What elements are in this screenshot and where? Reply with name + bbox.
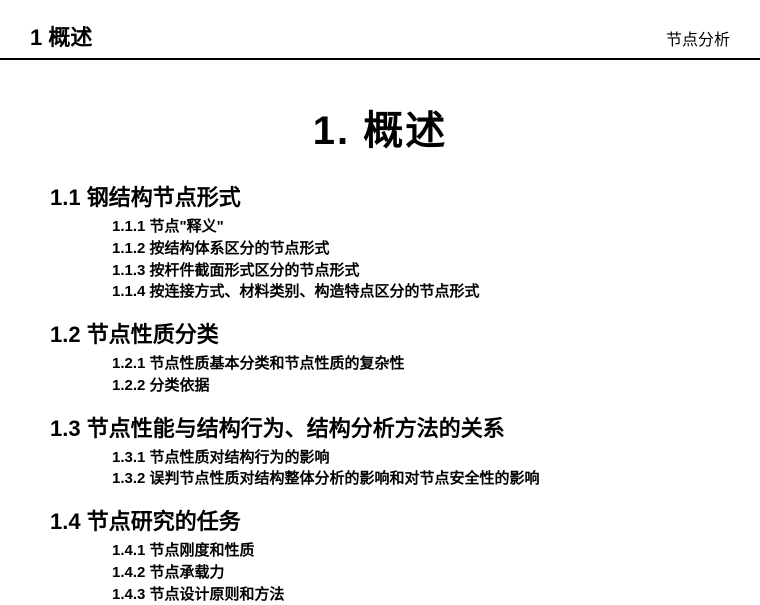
header-chapter: 1 概述 [30, 20, 92, 52]
section-1-2: 1.2 节点性质分类 1.2.1 节点性质基本分类和节点性质的复杂性 1.2.2… [50, 317, 710, 397]
subsection-item: 1.3.2 误判节点性质对结构整体分析的影响和对节点安全性的影响 [112, 468, 710, 490]
page-title: 1. 概述 [0, 98, 760, 156]
subsection-item: 1.2.2 分类依据 [112, 375, 710, 397]
subsection-item: 1.1.4 按连接方式、材料类别、构造特点区分的节点形式 [112, 281, 710, 303]
subsection-item: 1.1.3 按杆件截面形式区分的节点形式 [112, 260, 710, 282]
section-heading: 1.4 节点研究的任务 [50, 504, 710, 536]
subsection-item: 1.3.1 节点性质对结构行为的影响 [112, 447, 710, 469]
section-heading: 1.2 节点性质分类 [50, 317, 710, 349]
header-subject: 节点分析 [666, 26, 730, 50]
section-heading: 1.3 节点性能与结构行为、结构分析方法的关系 [50, 411, 710, 443]
section-heading: 1.1 钢结构节点形式 [50, 180, 710, 212]
section-1-1: 1.1 钢结构节点形式 1.1.1 节点"释义" 1.1.2 按结构体系区分的节… [50, 180, 710, 303]
subsection-item: 1.1.2 按结构体系区分的节点形式 [112, 238, 710, 260]
section-1-3: 1.3 节点性能与结构行为、结构分析方法的关系 1.3.1 节点性质对结构行为的… [50, 411, 710, 491]
subsection-item: 1.2.1 节点性质基本分类和节点性质的复杂性 [112, 353, 710, 375]
subsection-item: 1.4.1 节点刚度和性质 [112, 540, 710, 562]
subsection-item: 1.1.1 节点"释义" [112, 216, 710, 238]
section-1-4: 1.4 节点研究的任务 1.4.1 节点刚度和性质 1.4.2 节点承载力 1.… [50, 504, 710, 605]
toc-content: 1.1 钢结构节点形式 1.1.1 节点"释义" 1.1.2 按结构体系区分的节… [0, 180, 760, 605]
page-header: 1 概述 节点分析 [0, 0, 760, 60]
subsection-item: 1.4.3 节点设计原则和方法 [112, 584, 710, 605]
subsection-item: 1.4.2 节点承载力 [112, 562, 710, 584]
